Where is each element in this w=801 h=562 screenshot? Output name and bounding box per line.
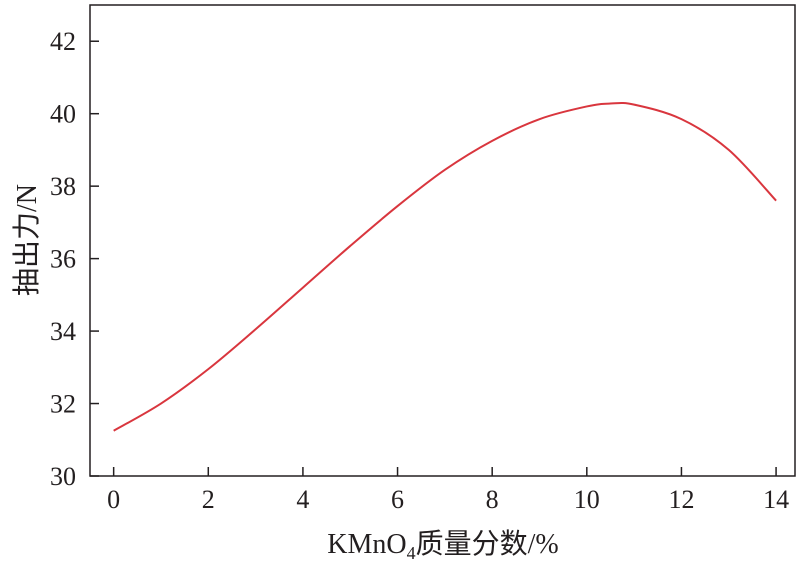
plot-frame <box>89 4 796 477</box>
x-axis-title-subscript: 4 <box>407 543 416 562</box>
x-tick-label: 14 <box>763 485 789 514</box>
y-tick-label: 34 <box>50 317 76 346</box>
y-tick-label: 42 <box>50 27 76 56</box>
y-tick-label: 40 <box>50 100 76 129</box>
x-tick-label: 12 <box>668 485 694 514</box>
y-axis-title: 抽出力/N <box>11 184 43 296</box>
series-layer <box>113 102 777 432</box>
x-axis-ticks: 0 2 4 6 8 10 12 14 <box>107 467 789 514</box>
x-tick-label: 6 <box>391 485 404 514</box>
x-axis-title: KMnO4质量分数/% <box>327 528 558 562</box>
y-axis-ticks: 30 32 34 36 38 40 42 <box>50 27 99 491</box>
x-tick-label: 10 <box>574 485 600 514</box>
series-line <box>113 102 777 432</box>
y-tick-label: 36 <box>50 245 76 274</box>
x-tick-label: 8 <box>486 485 499 514</box>
y-tick-label: 30 <box>50 462 76 491</box>
x-tick-label: 4 <box>296 485 309 514</box>
y-tick-label: 32 <box>50 390 76 419</box>
x-axis-title-main: KMnO <box>327 529 406 560</box>
x-tick-label: 0 <box>107 485 120 514</box>
y-tick-label: 38 <box>50 172 76 201</box>
x-axis-title-suffix: 质量分数/% <box>416 528 559 560</box>
x-tick-label: 2 <box>202 485 215 514</box>
